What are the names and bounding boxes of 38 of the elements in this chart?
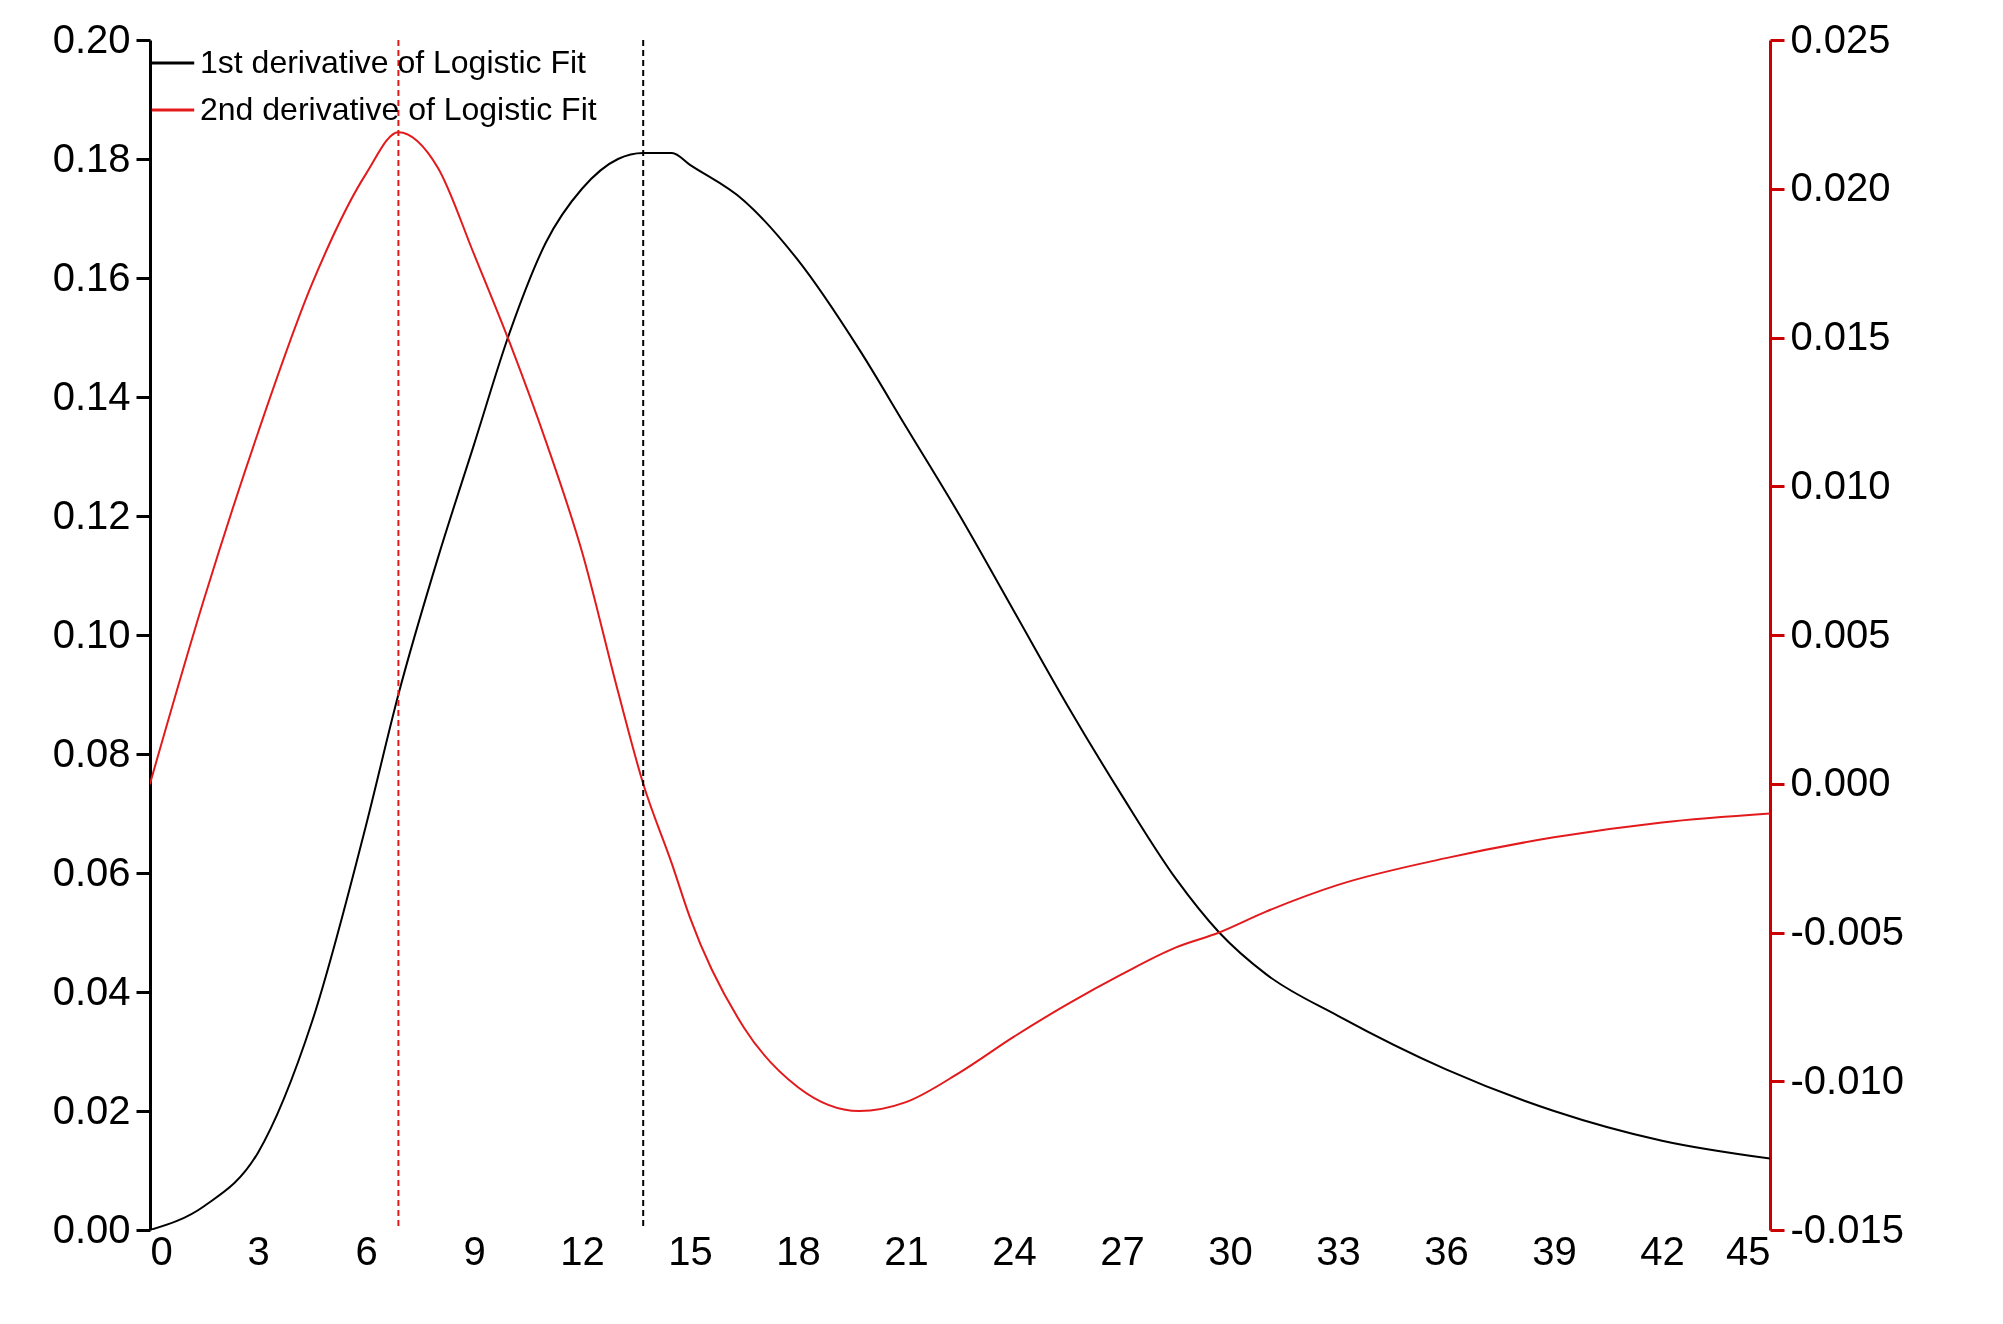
x-tick-label: 15	[668, 1228, 713, 1273]
y-tick-label: 0.20	[52, 16, 131, 61]
y-tick-label: 0.04	[52, 968, 131, 1013]
y2-tick-label: -0.005	[1790, 909, 1904, 953]
x-tick-label: 39	[1532, 1228, 1577, 1273]
x-tick-label: 3	[247, 1228, 270, 1273]
x-tick-label: 0	[150, 1228, 173, 1273]
x-tick-label: 24	[992, 1228, 1037, 1273]
y2-tick-label: 0.025	[1790, 16, 1891, 61]
x-tick-label: 12	[560, 1228, 605, 1273]
x-tick-label: 21	[884, 1228, 929, 1273]
y2-tick-label: 0.020	[1790, 165, 1891, 210]
y2-tick-label: 0.015	[1790, 314, 1891, 358]
legend-label: 1st derivative of Logistic Fit	[200, 44, 587, 80]
y-tick-label: 0.14	[52, 373, 131, 418]
x-tick-label: 9	[463, 1228, 486, 1273]
y-tick-label: 0.08	[52, 730, 131, 775]
y2-tick-label: 0.010	[1790, 462, 1891, 507]
legend-label: 2nd derivative of Logistic Fit	[200, 91, 597, 127]
x-tick-label: 18	[776, 1228, 821, 1273]
y-tick-label: 0.10	[52, 611, 131, 656]
y2-tick-label: -0.010	[1790, 1057, 1904, 1102]
x-tick-label: 42	[1640, 1228, 1685, 1273]
y-tick-label: 0.12	[52, 492, 131, 537]
x-tick-label: 45	[1726, 1228, 1771, 1273]
x-tick-label: 30	[1208, 1228, 1253, 1273]
x-tick-label: 36	[1424, 1228, 1469, 1273]
y2-tick-label: 0.000	[1790, 760, 1891, 805]
y-tick-label: 0.16	[52, 254, 131, 299]
y-tick-label: 0.06	[52, 849, 131, 894]
x-tick-label: 33	[1316, 1228, 1361, 1273]
y-tick-label: 0.02	[52, 1087, 131, 1132]
y2-tick-label: 0.005	[1790, 611, 1891, 656]
y-tick-label: 0.18	[52, 135, 131, 180]
x-tick-label: 27	[1100, 1228, 1145, 1273]
y-tick-label: 0.00	[52, 1206, 131, 1251]
x-tick-label: 6	[355, 1228, 378, 1273]
y2-tick-label: -0.015	[1790, 1206, 1904, 1251]
